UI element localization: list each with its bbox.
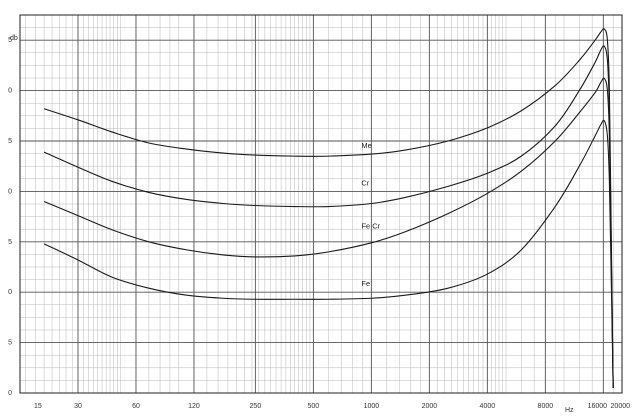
series-label-0: Me: [361, 141, 371, 150]
series-line-3: [43, 119, 614, 388]
x-tick-label: 30: [74, 403, 82, 410]
series-layer: [43, 28, 614, 388]
series-label-3: Fe: [361, 279, 370, 288]
x-tick-label: 250: [250, 403, 262, 410]
x-tick-label: 4000: [480, 403, 496, 410]
x-tick-label: 8000: [538, 403, 554, 410]
series-label-1: Cr: [361, 178, 369, 187]
x-axis-unit: Hz: [565, 407, 574, 414]
series-line-2: [43, 77, 614, 388]
y-tick-label: 0: [8, 289, 12, 296]
y-tick-label: 0: [8, 188, 12, 195]
x-tick-label: 2000: [422, 403, 438, 410]
x-tick-label: 15: [34, 403, 42, 410]
y-tick-label: 5: [8, 138, 12, 145]
x-tick-label: 16000: [588, 403, 608, 410]
y-tick-label: 0: [8, 390, 12, 397]
x-tick-label: 60: [132, 403, 140, 410]
tick-layer: 15 30 60 120 250 500 1000 2000 4000 8000 16000 2000…: [8, 37, 630, 410]
y-tick-label: 0: [8, 88, 12, 95]
x-tick-label: 20000: [611, 403, 631, 410]
y-tick-label: 5: [8, 340, 12, 347]
x-tick-label: 120: [188, 403, 200, 410]
series-line-1: [43, 45, 614, 388]
x-tick-label: 1000: [364, 403, 380, 410]
x-tick-label: 500: [308, 403, 320, 410]
series-label-2: Fe Cr: [361, 222, 380, 231]
y-tick-label: 5: [8, 239, 12, 246]
y-tick-label: 5: [8, 37, 12, 44]
plot-frame: [19, 14, 623, 394]
label-layer: Me Cr Fe Cr Fe: [361, 141, 380, 288]
series-line-0: [43, 28, 614, 388]
y-axis-unit: db: [10, 35, 18, 42]
